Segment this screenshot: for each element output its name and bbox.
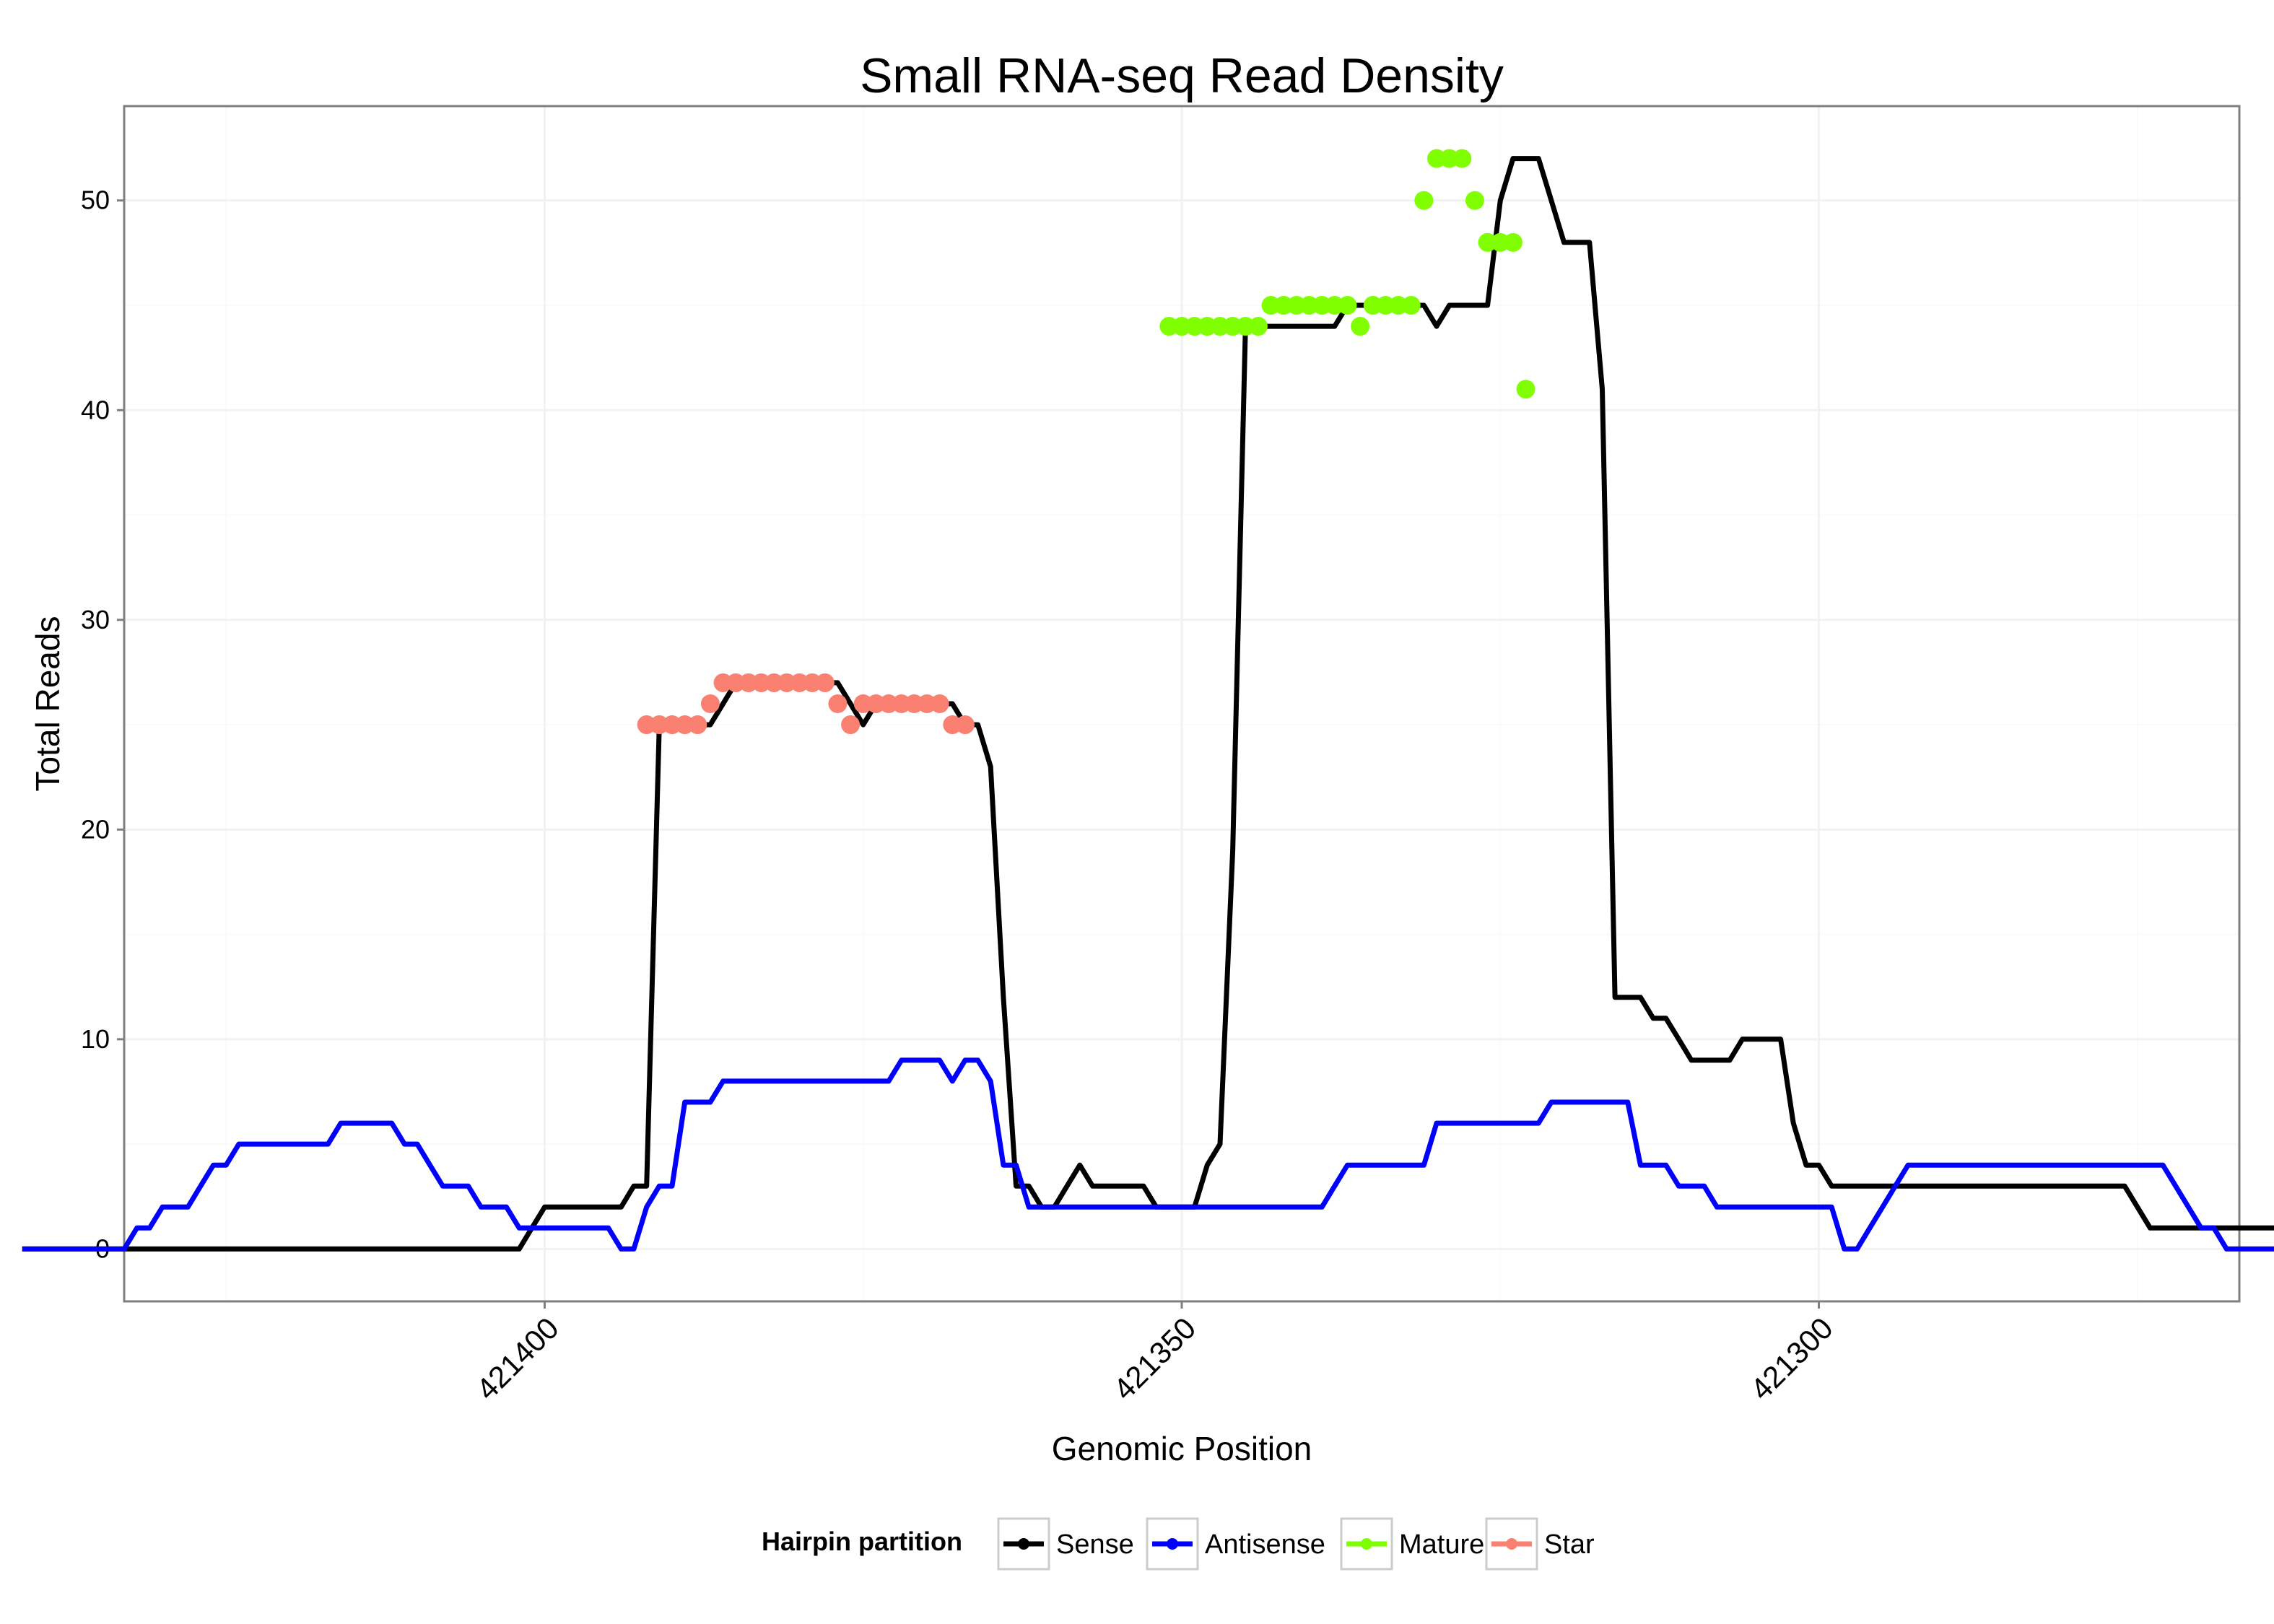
major-gridlines (124, 106, 2239, 1301)
star-point (815, 673, 835, 692)
legend-key-dot (1167, 1538, 1178, 1550)
y-axis-title: Total Reads (29, 616, 66, 792)
mature-point (1414, 191, 1434, 210)
star-point (955, 715, 975, 735)
mature-point (1452, 149, 1472, 168)
mature-point (1401, 296, 1421, 315)
y-tick-label: 30 (81, 605, 110, 634)
legend-item-mature: Mature (1340, 1517, 1484, 1571)
y-tick-label: 10 (81, 1024, 110, 1054)
legend-item-label: Mature (1399, 1529, 1484, 1560)
mature-point (1248, 317, 1268, 336)
star-point (841, 715, 861, 735)
legend: Hairpin partition Sense Antisense Mature St… (762, 1517, 1595, 1571)
y-tick-label: 40 (81, 395, 110, 424)
chart-title: Small RNA-seq Read Density (860, 48, 1504, 103)
series-lines (22, 156, 2274, 1252)
mature-point (1516, 380, 1535, 399)
legend-key-dot (1506, 1538, 1517, 1550)
star-point (828, 694, 848, 713)
legend-item-star: Star (1485, 1517, 1595, 1571)
legend-item-label: Antisense (1205, 1529, 1325, 1560)
mature-point (1338, 296, 1357, 315)
x-tick-label: 421350 (1107, 1311, 1202, 1406)
x-axis: 421400 421350 421300 (469, 1301, 1839, 1406)
x-axis-title: Genomic Position (1052, 1430, 1312, 1467)
star-point (700, 694, 720, 713)
x-tick-label: 421300 (1744, 1311, 1839, 1406)
legend-title: Hairpin partition (762, 1527, 962, 1556)
y-tick-label: 20 (81, 814, 110, 844)
legend-key-dot (1361, 1538, 1372, 1550)
antisense-series-line (22, 1057, 2274, 1252)
series-points (637, 149, 1535, 735)
mature-point (1503, 232, 1522, 252)
star-point (688, 715, 707, 735)
mature-point (1351, 317, 1370, 336)
legend-item-label: Sense (1056, 1529, 1134, 1560)
legend-item-label: Star (1544, 1529, 1595, 1560)
star-point (930, 694, 949, 713)
legend-key-dot (1018, 1538, 1029, 1550)
mature-point (1465, 191, 1484, 210)
x-tick-label: 421400 (469, 1311, 565, 1406)
legend-item-sense: Sense (997, 1517, 1134, 1571)
legend-item-antisense: Antisense (1146, 1517, 1325, 1571)
y-tick-label: 50 (81, 185, 110, 215)
